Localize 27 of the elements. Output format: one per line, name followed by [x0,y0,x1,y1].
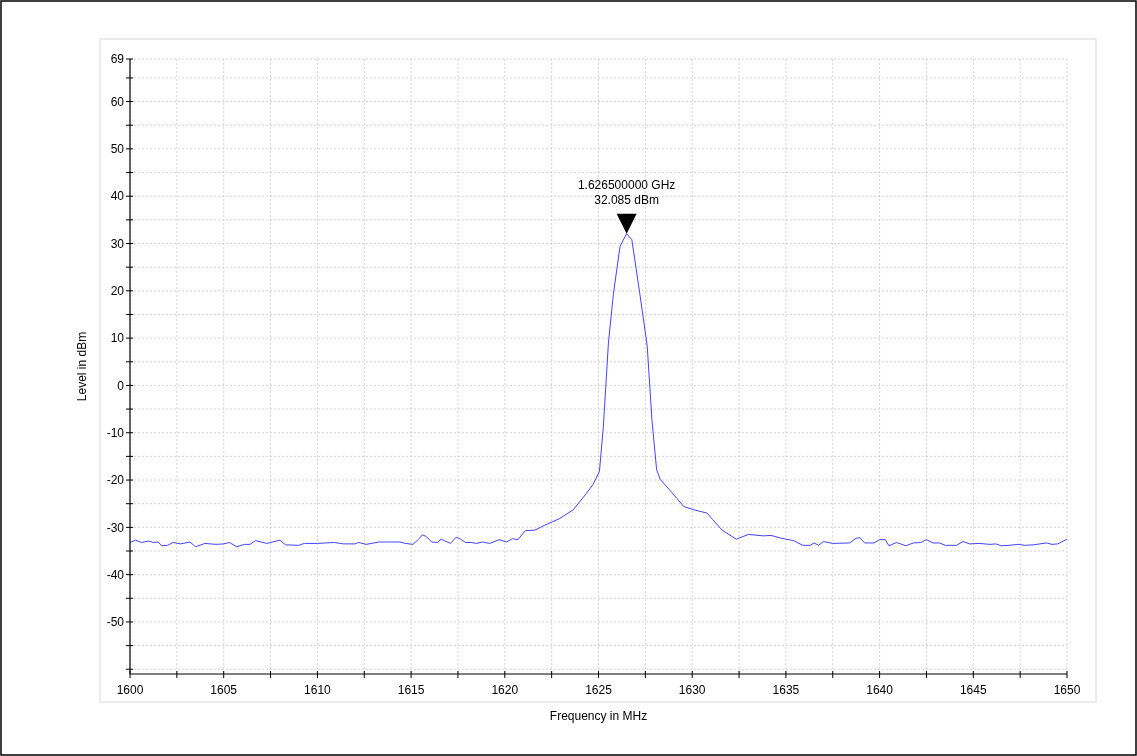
x-tick-label: 1650 [1053,683,1081,697]
x-axis-title: Frequency in MHz [549,709,648,723]
x-tick-label: 1635 [772,683,800,697]
x-tick-label: 1610 [304,683,332,697]
y-tick-label: 60 [110,94,125,109]
y-tick-label: 20 [110,284,125,299]
y-tick-label: 0 [117,378,125,393]
y-tick-label: -20 [106,473,125,488]
y-tick-label: 69 [110,52,125,67]
x-tick-label: 1640 [866,683,894,697]
x-tick-label: 1645 [959,683,987,697]
y-tick-label: 50 [110,142,125,157]
y-axis-title: Level in dBm [75,331,89,402]
x-tick-label: 1625 [585,683,613,697]
x-tick-label: 1615 [397,683,425,697]
annotation: 1.626500000 GHz 32.085 dBm [577,177,676,207]
x-tick-label: 1620 [491,683,519,697]
y-tick-label: -10 [106,425,125,440]
x-tick-label: 1630 [678,683,706,697]
y-tick-label: -30 [106,520,125,535]
y-tick-label: -40 [106,567,125,582]
x-tick-label: 1600 [116,683,144,697]
y-tick-label: 30 [110,236,125,251]
y-tick-label: 40 [110,189,125,204]
y-tick-label: 10 [110,331,125,346]
x-tick-label: 1605 [210,683,238,697]
y-tick-label: -50 [106,615,125,630]
